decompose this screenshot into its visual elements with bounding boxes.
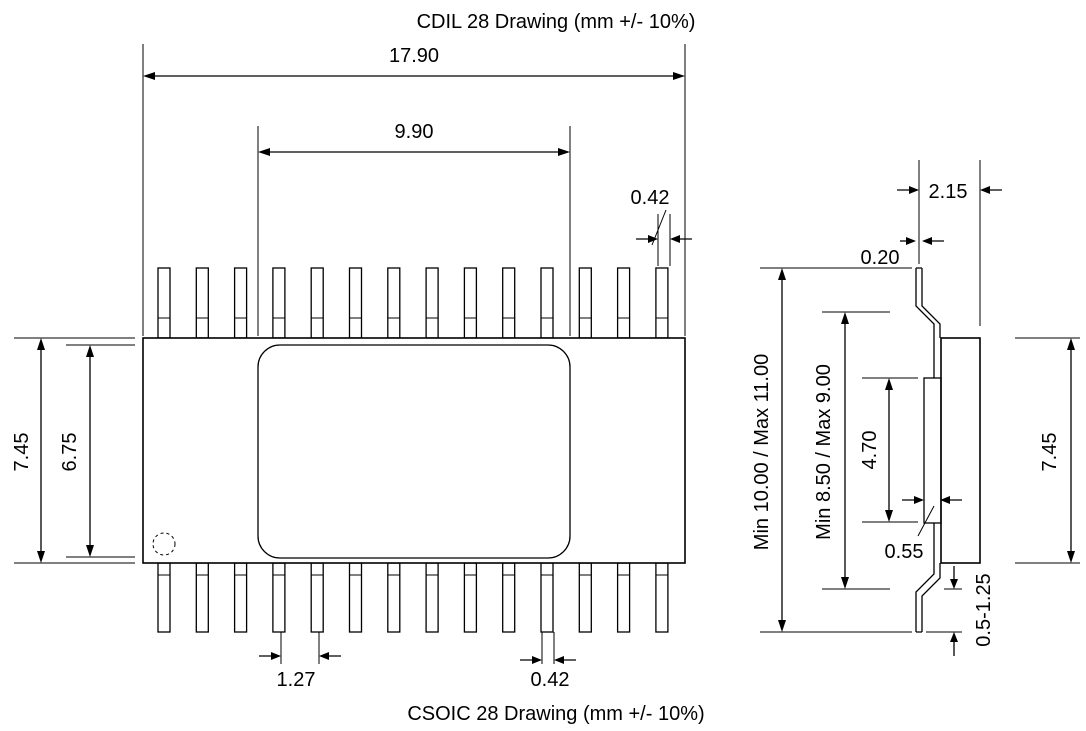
package-body — [142, 337, 686, 564]
pin — [540, 267, 554, 339]
side-body — [940, 337, 981, 564]
pin — [425, 562, 439, 633]
top-view: 17.90 9.90 0.42 7.45 6.75 — [11, 44, 692, 691]
dim-span-total: Min 10.00 / Max 11.00 — [751, 354, 773, 550]
pin — [463, 267, 478, 339]
side-cavity — [923, 377, 942, 524]
dim-470: 4.70 — [859, 431, 881, 470]
pin — [387, 562, 401, 633]
dim-overall-length: 17.90 — [389, 45, 439, 67]
pin — [502, 267, 516, 339]
dim-side-width: 7.45 — [1039, 433, 1061, 472]
dim-body-width-outer: 7.45 — [11, 433, 33, 472]
dim-span-inner: Min 8.50 / Max 9.00 — [813, 364, 835, 540]
pin — [616, 562, 631, 633]
pin — [387, 267, 401, 339]
title-bottom: CSOIC 28 Drawing (mm +/- 10%) — [407, 703, 704, 725]
pin — [463, 562, 478, 633]
dim-055: 0.55 — [885, 541, 924, 563]
pin — [310, 267, 324, 339]
pin — [272, 562, 286, 633]
dim-lead-width-top: 0.42 — [631, 187, 670, 209]
dim-height: 2.15 — [929, 181, 968, 203]
pin — [233, 562, 248, 633]
pin1-marker — [152, 532, 176, 556]
lead-upper — [915, 267, 941, 378]
title-top: CDIL 28 Drawing (mm +/- 10%) — [417, 11, 696, 33]
dim-window-length: 9.90 — [395, 121, 434, 143]
dim-body-width-inner: 6.75 — [59, 433, 81, 472]
pin — [195, 562, 209, 633]
pin — [655, 562, 669, 633]
pin — [655, 267, 669, 339]
pin — [502, 562, 516, 633]
pin — [310, 562, 324, 633]
dim-foot-range: 0.5-1.25 — [973, 573, 995, 646]
dim-lead-thickness: 0.20 — [861, 247, 900, 269]
side-view: 2.15 0.20 Min 10.00 / Max 11.00 Min 8.50… — [751, 160, 1080, 656]
pin — [195, 267, 209, 339]
pin — [425, 267, 439, 339]
pin — [233, 267, 248, 339]
dim-pitch: 1.27 — [277, 669, 316, 691]
pins-top — [157, 267, 669, 339]
dim-lead-width-bottom: 0.42 — [531, 669, 570, 691]
lead-lower — [915, 523, 941, 633]
pins-bottom — [157, 562, 669, 633]
pin — [578, 267, 592, 339]
ceramic-window — [257, 344, 571, 559]
pin — [157, 562, 171, 633]
pin — [578, 562, 592, 633]
pin — [157, 267, 171, 339]
pin — [616, 267, 631, 339]
pin — [348, 562, 363, 633]
pin — [348, 267, 363, 339]
pin — [272, 267, 286, 339]
pin — [540, 562, 554, 633]
